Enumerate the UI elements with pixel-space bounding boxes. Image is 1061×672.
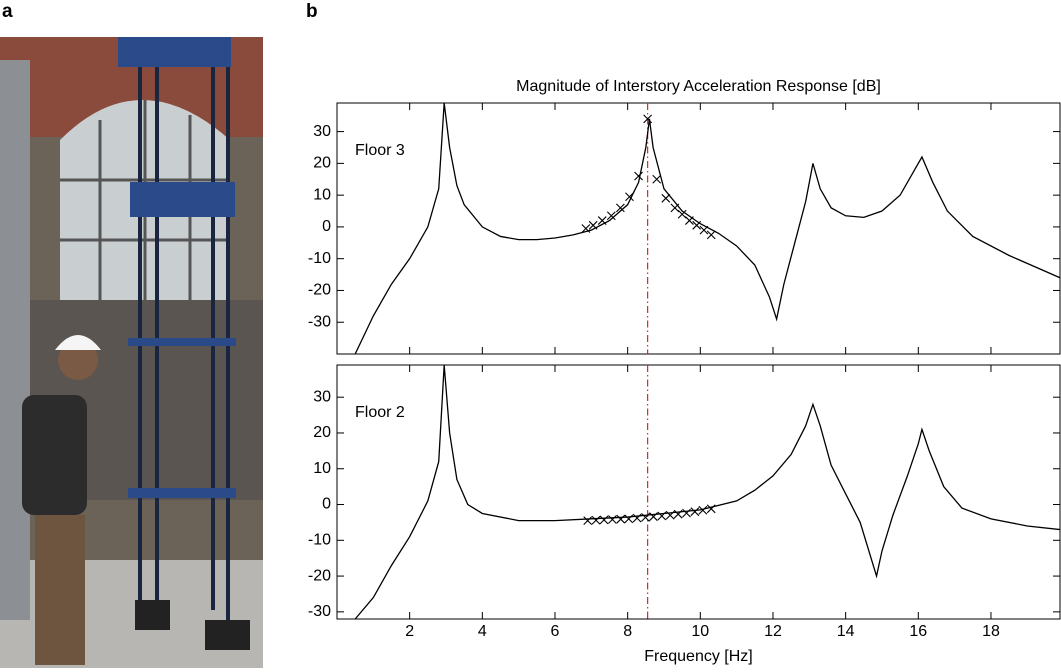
response-curve xyxy=(354,103,1060,354)
plot-area xyxy=(354,365,1060,619)
axes-frame xyxy=(336,102,1061,355)
y-tick-label: 0 xyxy=(322,496,331,513)
x-marker xyxy=(661,193,671,203)
x-marker xyxy=(606,211,616,221)
x-marker xyxy=(685,216,694,225)
y-tick-label: 20 xyxy=(313,424,331,441)
response-curve xyxy=(354,365,1060,619)
x-marker xyxy=(690,507,700,517)
x-marker xyxy=(665,510,675,520)
x-tick-label: 6 xyxy=(551,623,560,640)
x-marker xyxy=(632,513,642,523)
x-marker xyxy=(616,514,626,524)
x-marker xyxy=(643,114,653,124)
y-tick-label: 30 xyxy=(313,388,331,405)
x-marker xyxy=(625,192,634,202)
annotation: Floor 3 xyxy=(355,142,405,159)
x-marker xyxy=(591,515,601,525)
x-marker xyxy=(706,504,716,514)
y-tick-label: -20 xyxy=(308,567,331,584)
x-marker xyxy=(581,224,591,233)
x-axis-label: Frequency [Hz] xyxy=(644,648,752,665)
x-marker xyxy=(673,509,683,519)
photo xyxy=(0,37,263,668)
x-marker xyxy=(657,511,667,521)
y-tick-label: -10 xyxy=(308,532,331,549)
y-tick-label: -30 xyxy=(308,603,331,620)
y-tick-label: 10 xyxy=(313,186,331,203)
x-marker xyxy=(677,209,687,219)
panel-label: b xyxy=(306,1,318,22)
x-marker xyxy=(615,203,625,213)
x-tick-label: 14 xyxy=(837,623,855,640)
x-marker xyxy=(624,514,634,524)
x-marker xyxy=(706,230,716,240)
x-marker xyxy=(670,203,680,213)
x-marker xyxy=(692,220,702,230)
x-tick-label: 8 xyxy=(623,623,632,640)
chart-title: Magnitude of Interstory Acceleration Res… xyxy=(516,78,881,95)
y-tick-label: 10 xyxy=(313,460,331,477)
y-tick-label: -30 xyxy=(308,313,331,330)
y-tick-label: 0 xyxy=(322,218,331,235)
x-tick-label: 16 xyxy=(909,623,927,640)
annotation: Floor 2 xyxy=(355,404,405,421)
x-tick-label: 10 xyxy=(691,623,709,640)
x-marker xyxy=(597,216,607,225)
y-tick-label: -10 xyxy=(308,250,331,267)
x-marker xyxy=(588,220,598,230)
x-marker xyxy=(641,513,650,522)
panel-label: a xyxy=(2,1,13,22)
x-marker xyxy=(649,512,658,522)
x-marker xyxy=(634,171,643,181)
x-tick-label: 18 xyxy=(982,623,1000,640)
x-marker xyxy=(699,225,709,235)
y-tick-label: 20 xyxy=(313,155,331,172)
plot-area xyxy=(354,103,1060,354)
x-marker xyxy=(608,515,617,524)
x-tick-label: 12 xyxy=(764,623,782,640)
x-tick-label: 2 xyxy=(405,623,414,640)
x-marker xyxy=(698,505,708,515)
x-marker xyxy=(599,515,609,525)
axes-frame xyxy=(336,364,1061,620)
x-marker xyxy=(652,174,662,184)
x-tick-label: 4 xyxy=(478,623,487,640)
x-marker xyxy=(583,516,593,526)
x-marker xyxy=(682,508,691,518)
y-tick-label: -20 xyxy=(308,282,331,299)
y-tick-label: 30 xyxy=(313,123,331,140)
